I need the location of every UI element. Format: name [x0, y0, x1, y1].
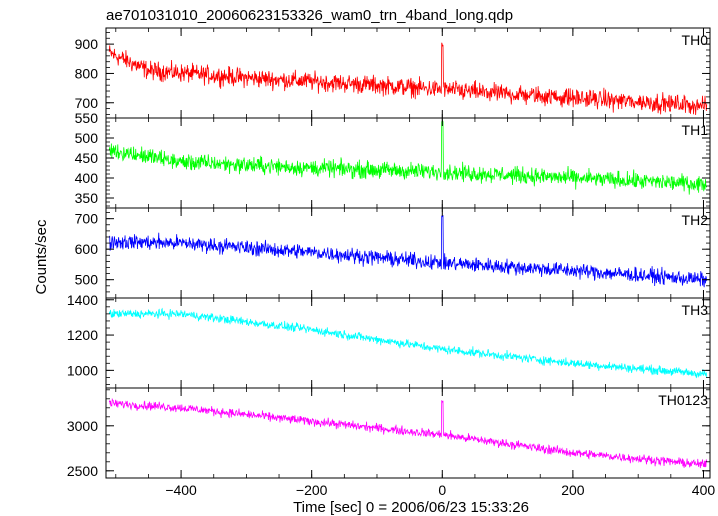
x-axis-label: Time [sec] 0 = 2006/06/23 15:33:26 [293, 499, 529, 516]
panel-label: TH0123 [658, 392, 708, 408]
panel-frame [105, 387, 711, 479]
y-tick-label: 500 [75, 272, 99, 288]
panel-frame [105, 207, 711, 299]
series-th2 [109, 214, 708, 288]
y-tick-label: 600 [75, 241, 99, 257]
panel-th0: 700 800 900 TH0 [75, 27, 711, 119]
panel-label: TH3 [682, 302, 709, 318]
panels: 700 800 900 TH0 350 400 450 500 550 TH1 500 600 700 T… [67, 27, 711, 479]
x-tick-labels: −400 −200 0 200 400 [165, 482, 715, 498]
chart-title: ae701031010_20060623153326_wam0_trn_4ban… [106, 7, 513, 24]
x-tick-label: −400 [165, 482, 197, 498]
y-tick-label: 1000 [67, 362, 98, 378]
panel-label: TH0 [682, 32, 709, 48]
y-tick-label: 3000 [67, 418, 98, 434]
panel-label: TH2 [682, 212, 709, 228]
panel-th3: 1000 1200 1400 TH3 [67, 292, 711, 389]
y-tick-label: 350 [75, 190, 99, 206]
series-th0 [108, 42, 708, 115]
y-tick-label: 1200 [67, 327, 98, 343]
x-tick-label: −200 [296, 482, 328, 498]
x-tick-label: 200 [561, 482, 585, 498]
panel-th0123: 2500 3000 TH0123 [67, 387, 711, 479]
x-tick-label: 400 [692, 482, 716, 498]
y-tick-label: 400 [75, 170, 99, 186]
y-tick-label: 1400 [67, 292, 98, 308]
y-tick-label: 700 [75, 211, 99, 227]
y-tick-label: 500 [75, 130, 99, 146]
y-tick-label: 550 [75, 110, 99, 126]
y-tick-label: 900 [75, 36, 99, 52]
panel-th1: 350 400 450 500 550 TH1 [75, 110, 711, 209]
series-th3 [108, 307, 708, 379]
y-tick-label: 700 [75, 95, 99, 111]
x-tick-label: 0 [438, 482, 446, 498]
y-tick-label: 800 [75, 65, 99, 81]
series-th1 [108, 119, 708, 195]
series-th0123 [108, 397, 708, 469]
y-tick-label: 450 [75, 150, 99, 166]
panel-label: TH1 [682, 122, 709, 138]
y-axis-label: Counts/sec [33, 219, 50, 295]
y-tick-label: 2500 [67, 463, 98, 479]
panel-th2: 500 600 700 TH2 [75, 207, 711, 299]
